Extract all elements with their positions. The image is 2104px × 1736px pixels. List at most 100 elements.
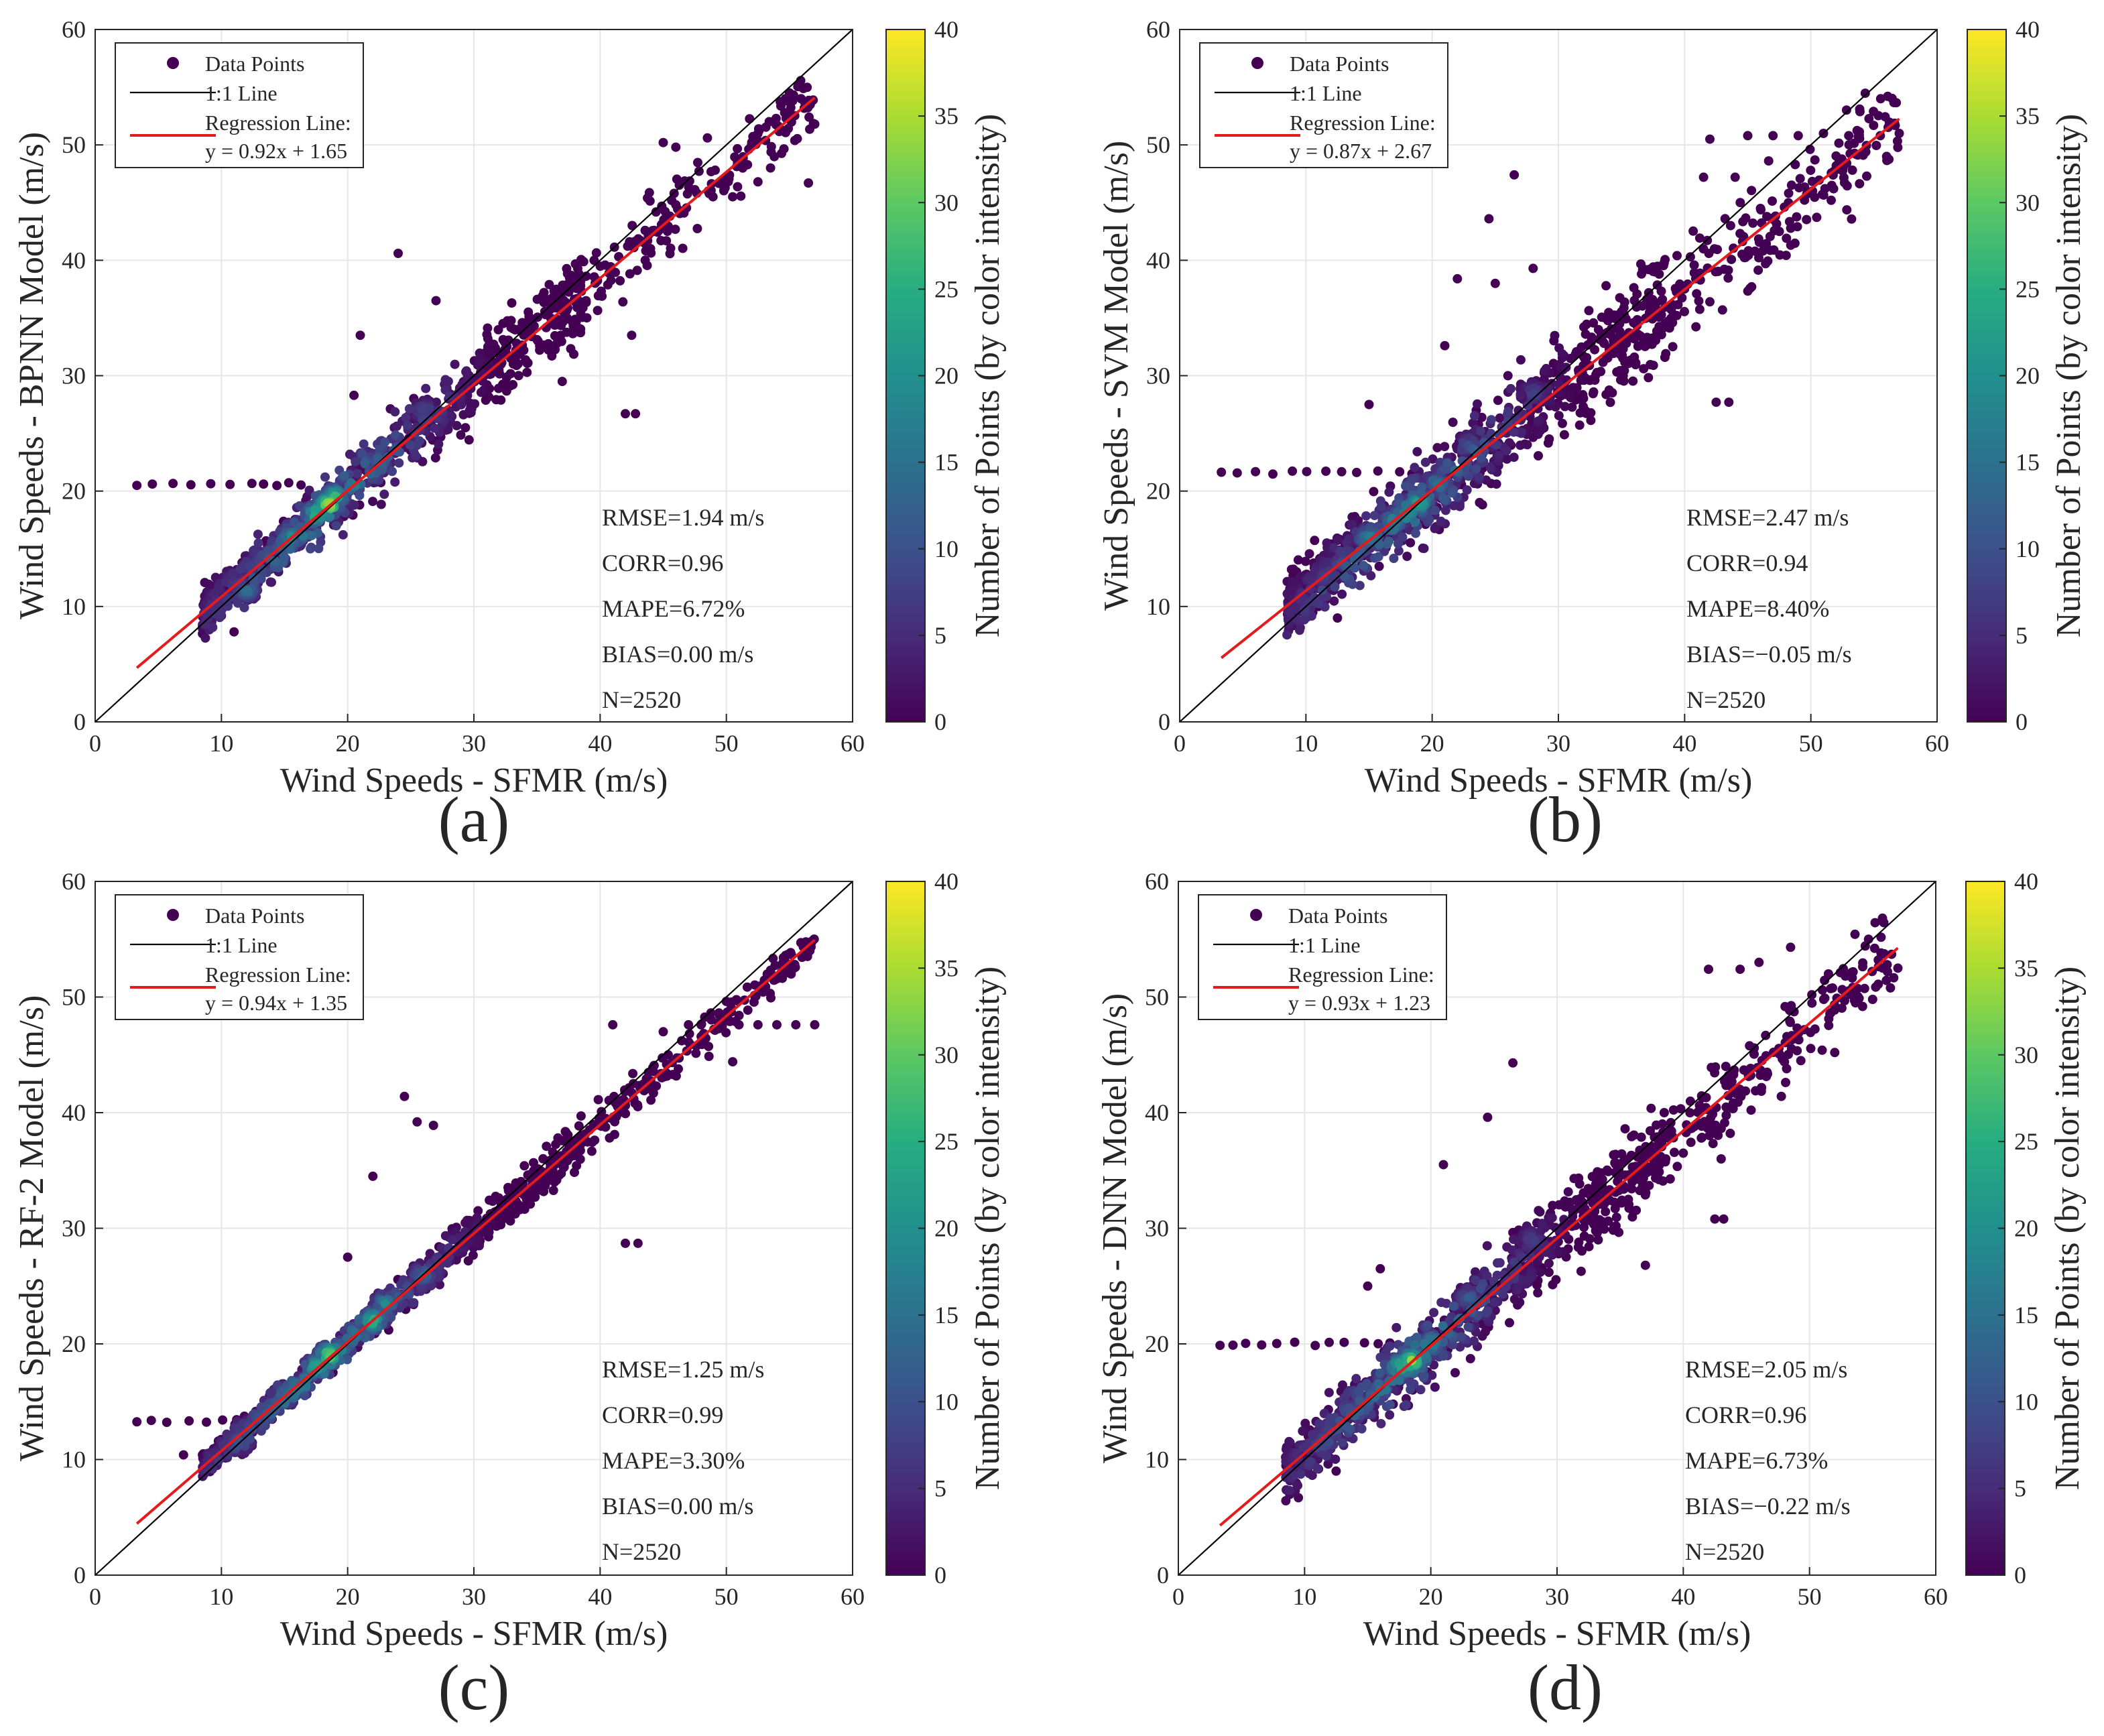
data-point bbox=[1828, 983, 1837, 993]
data-point bbox=[662, 1071, 672, 1081]
data-point bbox=[1585, 1234, 1595, 1244]
data-point bbox=[578, 257, 589, 267]
data-point bbox=[645, 1084, 656, 1094]
data-point bbox=[1601, 281, 1611, 291]
data-point bbox=[1599, 1224, 1609, 1234]
data-point bbox=[728, 192, 738, 202]
data-point bbox=[1432, 442, 1442, 452]
data-point bbox=[307, 531, 316, 540]
data-point bbox=[1241, 1339, 1251, 1349]
data-point bbox=[1611, 1158, 1621, 1168]
x-tick-label: 30 bbox=[1546, 730, 1570, 757]
data-point bbox=[1796, 1056, 1806, 1066]
data-point bbox=[772, 1019, 782, 1030]
data-point bbox=[1873, 962, 1883, 972]
stat-line: CORR=0.96 bbox=[602, 550, 723, 576]
data-point bbox=[1786, 240, 1796, 250]
data-point bbox=[1839, 173, 1849, 182]
data-point bbox=[736, 191, 746, 201]
data-point bbox=[1725, 221, 1735, 231]
data-point bbox=[147, 479, 158, 489]
data-point bbox=[1711, 397, 1721, 408]
data-point bbox=[1597, 1180, 1607, 1190]
data-point bbox=[1774, 227, 1784, 237]
data-point bbox=[208, 623, 218, 632]
legend-label-one-to-one: 1:1 Line bbox=[205, 933, 277, 957]
data-point bbox=[791, 1019, 801, 1030]
data-point bbox=[1389, 554, 1399, 563]
one-to-one-line bbox=[95, 881, 853, 1576]
data-point bbox=[1447, 488, 1457, 498]
data-point bbox=[1561, 363, 1571, 373]
legend-box bbox=[1199, 42, 1448, 168]
data-point bbox=[731, 995, 741, 1005]
data-point bbox=[1784, 216, 1794, 227]
data-point bbox=[1858, 150, 1868, 160]
data-point bbox=[561, 1127, 571, 1137]
data-point bbox=[1402, 552, 1412, 561]
data-point bbox=[1420, 457, 1430, 467]
data-point bbox=[505, 1184, 515, 1194]
data-point bbox=[630, 237, 640, 247]
colorbar-tick-label: 35 bbox=[2016, 103, 2040, 129]
colorbar-tick-label: 25 bbox=[934, 1128, 958, 1155]
colorbar-tick-label: 40 bbox=[2016, 16, 2040, 43]
data-point bbox=[1768, 196, 1777, 206]
data-point bbox=[1847, 165, 1857, 175]
data-point bbox=[1763, 156, 1774, 166]
data-point bbox=[1862, 171, 1871, 181]
data-point bbox=[1558, 418, 1567, 428]
data-point bbox=[1217, 467, 1227, 477]
stat-line: MAPE=3.30% bbox=[602, 1447, 745, 1474]
colorbar-tick-label: 10 bbox=[934, 536, 958, 562]
data-point bbox=[1479, 446, 1489, 456]
x-tick-label: 30 bbox=[462, 730, 486, 757]
data-point bbox=[1306, 611, 1316, 621]
data-point bbox=[1708, 1139, 1718, 1149]
data-point bbox=[1802, 214, 1812, 225]
y-tick-label: 50 bbox=[62, 984, 86, 1011]
y-axis-label: Wind Speeds - RF-2 Model (m/s) bbox=[13, 995, 51, 1462]
data-point bbox=[456, 430, 466, 440]
y-tick-label: 30 bbox=[62, 1215, 86, 1242]
data-point bbox=[1337, 467, 1347, 477]
data-point bbox=[1627, 1131, 1637, 1141]
data-point bbox=[625, 269, 635, 279]
data-point bbox=[204, 579, 214, 589]
data-point bbox=[1728, 1098, 1738, 1108]
data-point bbox=[753, 124, 763, 134]
y-tick-label: 60 bbox=[62, 868, 86, 895]
data-point bbox=[1768, 131, 1778, 141]
data-point bbox=[597, 286, 606, 296]
y-tick-label: 20 bbox=[62, 478, 86, 505]
data-point bbox=[1673, 300, 1683, 310]
y-tick-label: 50 bbox=[1146, 131, 1170, 158]
data-point bbox=[247, 479, 257, 489]
data-point bbox=[1847, 214, 1857, 224]
colorbar-tick-label: 0 bbox=[2016, 708, 2028, 735]
data-point bbox=[488, 1196, 497, 1206]
data-point bbox=[1717, 305, 1727, 315]
data-point bbox=[629, 1078, 638, 1089]
data-point bbox=[393, 249, 403, 258]
data-point bbox=[470, 377, 479, 387]
data-point bbox=[522, 367, 532, 377]
legend-label-regression: Regression Line: bbox=[1290, 111, 1436, 135]
data-point bbox=[557, 377, 567, 387]
data-point bbox=[1576, 375, 1586, 385]
data-point bbox=[1698, 172, 1709, 182]
data-point bbox=[1582, 319, 1592, 329]
data-point bbox=[482, 329, 492, 339]
data-point bbox=[406, 440, 416, 450]
data-point bbox=[570, 259, 580, 269]
data-point bbox=[409, 1298, 419, 1308]
legend-label-regression: Regression Line: bbox=[205, 963, 351, 987]
data-point bbox=[265, 1387, 275, 1398]
data-point bbox=[586, 1146, 597, 1156]
colorbar-tick-label: 30 bbox=[2016, 189, 2040, 216]
data-point bbox=[368, 1171, 378, 1181]
data-point bbox=[1870, 918, 1880, 928]
